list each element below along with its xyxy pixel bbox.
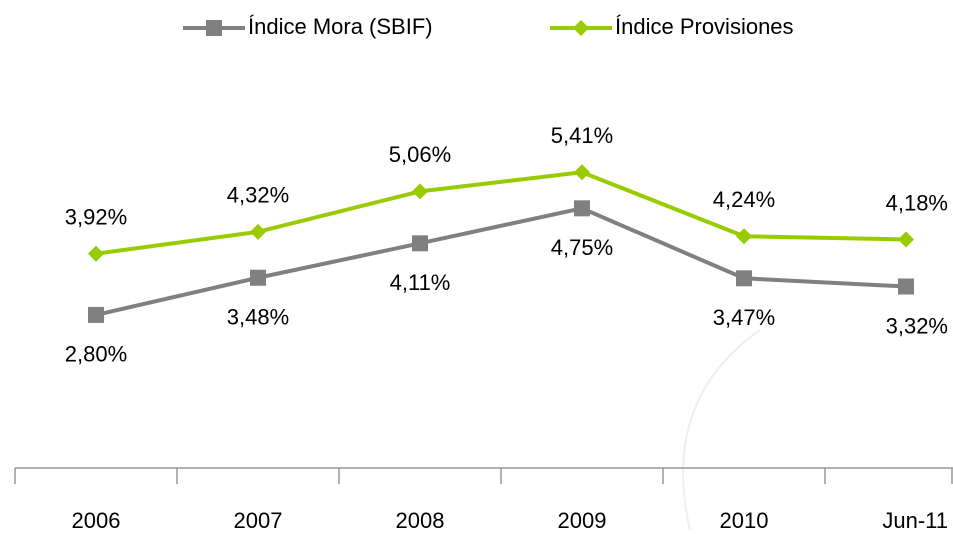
marker — [574, 164, 590, 181]
data-label: 4,18% — [886, 190, 948, 215]
x-tick-label: 2010 — [720, 508, 769, 533]
x-tick-label: 2006 — [72, 508, 121, 533]
marker — [898, 278, 914, 295]
data-label: 3,32% — [886, 313, 948, 338]
data-label: 4,24% — [713, 187, 775, 212]
legend-marker — [573, 20, 589, 36]
data-label: 4,11% — [390, 270, 451, 295]
marker — [88, 245, 104, 262]
x-tick-label: 2008 — [396, 508, 445, 533]
legend-marker — [206, 20, 222, 36]
marker — [412, 235, 428, 252]
data-label: 3,92% — [65, 205, 127, 230]
data-label: 4,75% — [551, 235, 613, 260]
legend-label: Índice Mora (SBIF) — [248, 14, 433, 39]
data-label: 3,47% — [713, 305, 775, 330]
data-label: 3,48% — [227, 305, 289, 330]
legend-label: Índice Provisiones — [615, 14, 794, 39]
decoration — [682, 329, 761, 531]
series-line — [95, 206, 907, 317]
x-tick-label: 2007 — [234, 508, 283, 533]
marker — [736, 270, 752, 287]
data-label: 4,32% — [227, 183, 289, 208]
marker — [898, 231, 914, 248]
marker — [412, 183, 428, 200]
marker — [88, 306, 104, 323]
x-tick-label: Jun-11 — [882, 508, 948, 533]
data-label: 5,06% — [389, 142, 451, 167]
data-label: 2,80% — [65, 342, 127, 367]
data-label: 5,41% — [551, 123, 613, 148]
series-line — [95, 170, 907, 256]
marker — [250, 269, 266, 286]
marker — [736, 228, 752, 245]
marker — [250, 223, 266, 240]
x-tick-label: 2009 — [558, 508, 607, 533]
marker — [574, 200, 590, 217]
